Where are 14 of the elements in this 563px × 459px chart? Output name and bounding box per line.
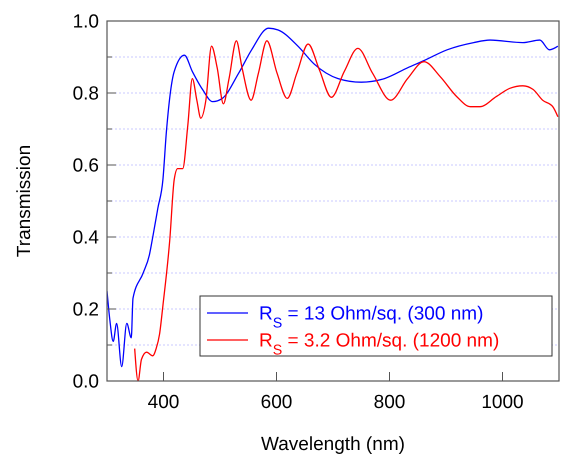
y-tick-label: 1.0 [72,12,99,33]
y-tick-label: 0.0 [72,372,99,393]
legend-label: R$_{S}$ = 3.2 Ohm/sq. (1200 nm) [259,330,500,359]
x-axis-title: Wavelength (nm) [261,434,405,455]
x-tick-label: 800 [374,392,406,413]
x-tick-label: 1000 [481,392,524,413]
y-tick-label: 0.8 [72,84,99,105]
legend-label: R$_{S}$ = 13 Ohm/sq. (300 nm) [259,304,484,332]
x-tick-label: 600 [260,392,292,413]
y-tick-label: 0.6 [72,156,99,177]
x-tick-label: 400 [148,392,180,413]
y-tick-label: 0.2 [72,300,99,321]
y-axis-title: Transmission [14,144,35,258]
y-tick-label: 0.4 [72,228,100,249]
